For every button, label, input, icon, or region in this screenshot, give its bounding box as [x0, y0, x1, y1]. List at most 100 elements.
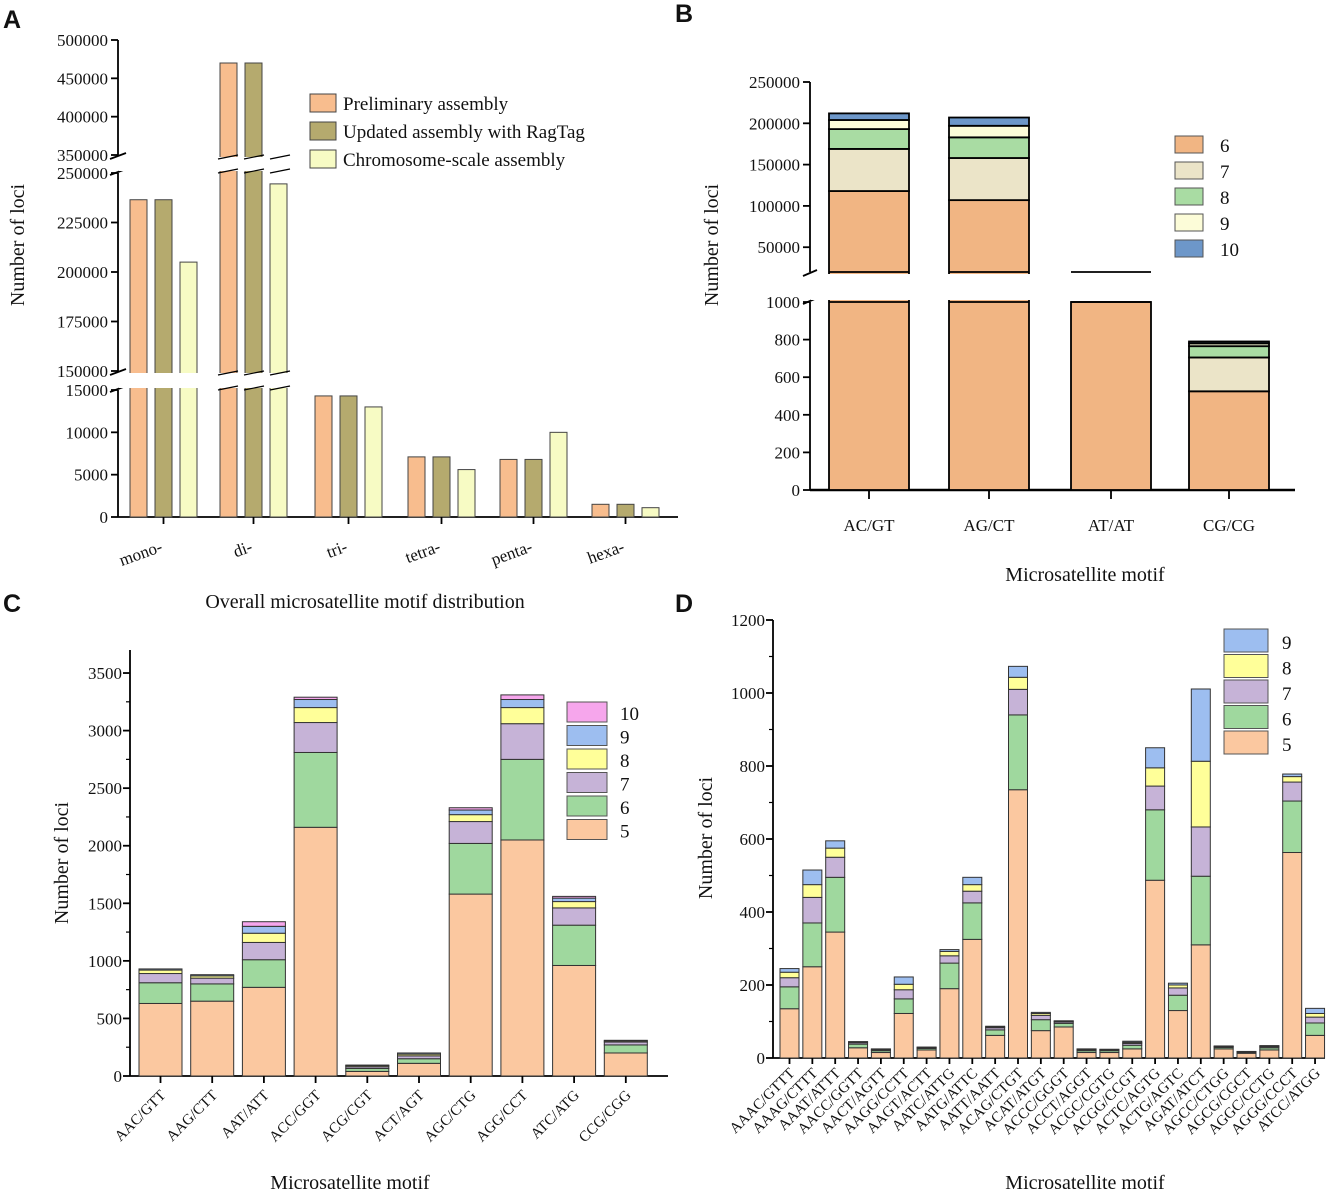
y-tick-label: 2500: [88, 779, 122, 798]
x-tick-label: AAG/CTT: [164, 1088, 221, 1145]
bar-segment-10-ac-gt: [828, 112, 910, 121]
bar-segment-6-aaat-attt: [825, 876, 846, 933]
bar-preliminary-assembly-penta: [499, 458, 518, 518]
y-tick-label: 400: [775, 406, 801, 425]
bar-segment-5-acg-cgt: [345, 1070, 390, 1077]
bar-segment-10-ag-ct: [948, 116, 1030, 127]
bar-break-mark: [217, 168, 239, 174]
bar-segment-7-aag-ctt: [190, 977, 235, 985]
panel-d: D020040060080010001200AAAC/GTTTAAAG/CTTT…: [675, 590, 1326, 1194]
legend-label-9: 9: [1220, 214, 1230, 235]
bar-segment-9-acag-ctgt: [1008, 665, 1028, 678]
legend-swatch-9: [1174, 213, 1204, 232]
bar-segment-8-aac-gtt: [138, 969, 183, 975]
y-tick-label: 100000: [749, 197, 800, 216]
legend-swatch-7: [1174, 161, 1204, 180]
x-axis-title: Microsatellite motif: [270, 1172, 430, 1194]
bar-updated-assembly-with-ragtag-penta: [524, 458, 543, 518]
y-tick-label: 800: [775, 331, 801, 350]
bar-segment-6-aac-gtt: [138, 982, 183, 1004]
bar-segment-8-atc-atg: [552, 901, 597, 909]
bar-break-mark: [243, 168, 265, 174]
bar-segment-8-acc-ggt: [293, 707, 338, 724]
bar-segment-7-aac-gtt: [138, 973, 183, 984]
bar-segment-9-actg-agtc: [1167, 982, 1188, 986]
bar-segment-6-acat-atgt: [1030, 1019, 1051, 1032]
bar-segment-6-aat-att: [241, 959, 286, 988]
legend-swatch-8: [1223, 654, 1269, 678]
bar-segment-10-cg-cg: [1188, 340, 1270, 345]
bar-segment-9-acg-cgt: [345, 1064, 390, 1067]
bar-segment-6-aatc-attg: [939, 962, 960, 990]
x-tick-label: AGC/CTG: [422, 1087, 480, 1145]
bar-segment-6-atcc-atgg: [1305, 1022, 1326, 1036]
bar-segment-5-acgg-ccgt: [1122, 1048, 1143, 1059]
bar-updated-assembly-with-ragtag-hexa: [616, 503, 635, 518]
y-tick-label: 200000: [57, 263, 108, 282]
y-tick-label: 0: [114, 1067, 123, 1086]
legend-swatch-6: [1223, 705, 1269, 729]
bar-break-mark: [269, 154, 291, 160]
axis-break-gap: [811, 274, 1291, 300]
legend-label-8: 8: [1220, 188, 1230, 209]
bar-segment-10-atc-atg: [552, 895, 597, 899]
bar-segment-9-acc-ggt: [293, 699, 338, 709]
x-tick-label: penta-: [488, 537, 535, 569]
bar-segment-7-ag-ct: [948, 157, 1030, 202]
x-tick-label: hexa-: [585, 537, 627, 568]
bar-segment-8-aaat-attt: [825, 847, 846, 858]
legend-swatch-7: [566, 772, 608, 793]
bar-segment-7-atcc-atgg: [1305, 1016, 1326, 1024]
y-tick-label: 600: [740, 830, 766, 849]
bar-segment-5-agat-atct: [1190, 944, 1211, 1059]
legend-label-10: 10: [1220, 240, 1239, 261]
bar-segment-6-aatg-attc: [962, 902, 983, 940]
bar-segment-6-cg-cg: [1188, 390, 1270, 491]
bar-segment-6-acc-ggt: [293, 751, 338, 828]
bar-segment-10-agc-ctg: [448, 807, 493, 811]
axis-break-mark: [109, 368, 127, 376]
y-tick-label: 10000: [66, 423, 109, 442]
legend-label-7: 7: [620, 775, 630, 796]
bar-segment-8-agat-atct: [1190, 760, 1211, 828]
x-tick-label: ACG/CGT: [318, 1088, 376, 1146]
y-axis-title: Number of loci: [695, 776, 717, 899]
bar-segment-8-actc-agtg: [1145, 767, 1166, 787]
legend-label-7: 7: [1220, 162, 1230, 183]
bar-chromosome-scale-assembly-hexa: [641, 507, 660, 518]
legend-label-5: 5: [620, 822, 630, 843]
x-axis-title: Overall microsatellite motif distributio…: [205, 591, 524, 613]
bar-segment-5-atcc-atgg: [1305, 1034, 1326, 1059]
y-tick-label: 200: [775, 443, 801, 462]
bar-segment-7-aaat-attt: [825, 856, 846, 878]
bar-segment-7-aaag-cttt: [802, 896, 823, 924]
bar-segment-5-actc-agtg: [1145, 879, 1166, 1059]
legend-label-5: 5: [1282, 735, 1292, 756]
bar-segment-5-acag-ctgt: [1008, 789, 1028, 1059]
bar-segment-6-act-agt: [397, 1058, 441, 1064]
legend-swatch-9: [566, 725, 608, 746]
bar-segment-5-aact-agtt: [870, 1052, 891, 1059]
y-tick-label: 500000: [57, 31, 108, 50]
x-tick-label: ATC/ATG: [528, 1087, 583, 1142]
legend-label-10: 10: [620, 704, 639, 725]
bar-segment-9-ac-gt: [828, 119, 910, 130]
bar-segment-8-aatg-attc: [962, 884, 983, 892]
bar-segment-8-ag-ct: [948, 136, 1030, 159]
bar-segment-8-atcc-atgg: [1305, 1012, 1326, 1018]
legend-swatch-8: [566, 748, 608, 770]
bar-break-mark: [269, 385, 291, 391]
y-tick-label: 1000: [88, 952, 122, 971]
bar-segment-5-aat-att: [241, 986, 286, 1077]
bar-segment-9-agc-ctg: [448, 809, 493, 816]
panel-letter-c: C: [3, 590, 21, 618]
bar-segment-5-aacc-ggtt: [848, 1047, 869, 1059]
legend-swatch-10: [1174, 239, 1204, 258]
bar-segment-9-aatc-attg: [939, 949, 960, 952]
axis-break-mark: [109, 152, 127, 160]
x-tick-label: CG/CG: [1203, 516, 1255, 535]
bar-segment-6-aaag-cttt: [802, 922, 823, 968]
bar-segment-7-agc-ctg: [448, 821, 493, 844]
x-tick-label: AC/GT: [844, 516, 896, 535]
bar-segment-5-actg-agtc: [1167, 1010, 1188, 1059]
